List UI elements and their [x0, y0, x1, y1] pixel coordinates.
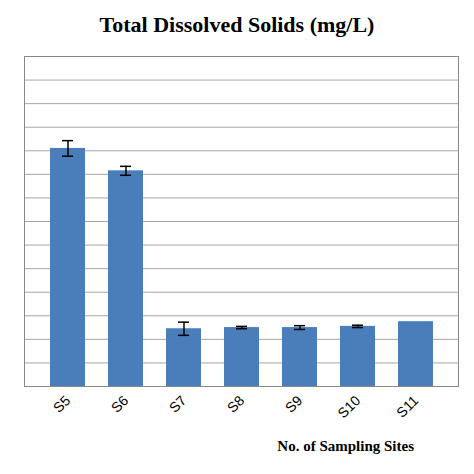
svg-text:S5: S5 — [50, 392, 74, 416]
svg-text:S9: S9 — [282, 392, 306, 416]
html-text:Total Dissolved Solids (mg/L): Total Dissolved Solids (mg/L) — [99, 12, 375, 37]
svg-text:S11: S11 — [393, 392, 421, 420]
svg-text:S6: S6 — [108, 392, 132, 416]
svg-text:S10: S10 — [334, 392, 363, 421]
svg-text:S7: S7 — [166, 392, 190, 416]
svg-text:S8: S8 — [224, 392, 248, 416]
html-text:No. of Sampling Sites: No. of Sampling Sites — [277, 438, 414, 454]
